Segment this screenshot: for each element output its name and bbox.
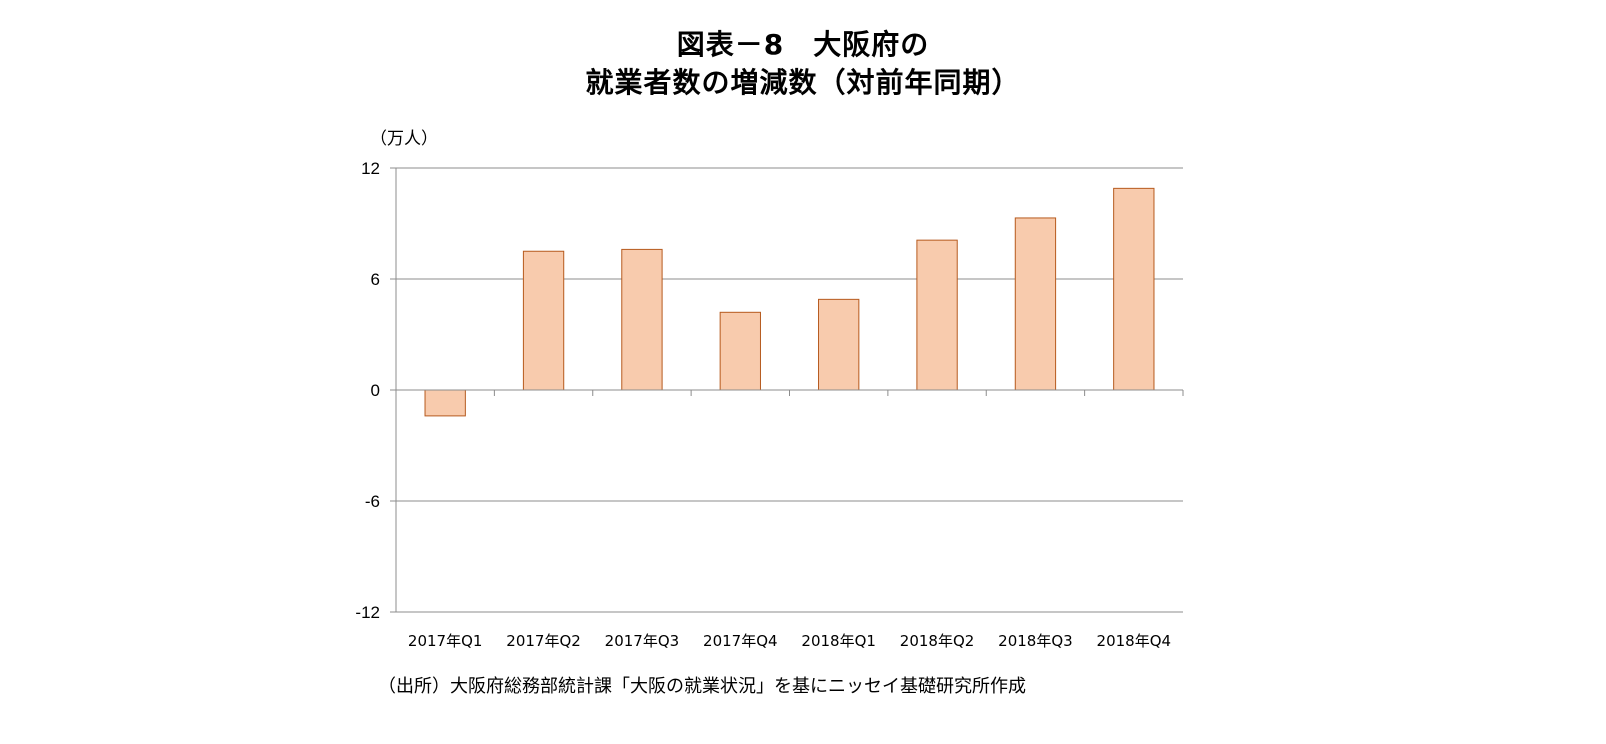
x-category-label: 2018年Q1 xyxy=(801,632,876,650)
y-tick-label: 0 xyxy=(371,381,380,400)
y-tick-label: -6 xyxy=(365,492,380,511)
chart-title: 図表－8 大阪府の 就業者数の増減数（対前年同期） xyxy=(0,26,1606,102)
y-axis-unit-label: （万人） xyxy=(370,129,438,149)
x-category-label: 2018年Q4 xyxy=(1097,632,1172,650)
y-tick-label: 12 xyxy=(361,159,380,178)
bar xyxy=(719,311,761,391)
bar xyxy=(818,298,860,391)
y-tick-label: 6 xyxy=(371,270,380,289)
x-category-label: 2018年Q3 xyxy=(998,632,1073,650)
x-category-label: 2017年Q3 xyxy=(605,632,680,650)
x-category-label: 2017年Q2 xyxy=(506,632,581,650)
bar xyxy=(1014,217,1057,391)
x-category-label: 2018年Q2 xyxy=(900,632,975,650)
source-note: （出所）大阪府総務部統計課「大阪の就業状況」を基にニッセイ基礎研究所作成 xyxy=(378,676,1026,697)
chart-title-line-2: 就業者数の増減数（対前年同期） xyxy=(585,66,1021,99)
x-category-label: 2017年Q4 xyxy=(703,632,778,650)
bar xyxy=(522,250,565,391)
bar xyxy=(1113,187,1155,391)
chart-title-line-1: 図表－8 大阪府の xyxy=(676,28,930,61)
bar xyxy=(621,248,663,391)
y-tick-label: -12 xyxy=(355,603,380,622)
bar xyxy=(916,239,958,391)
bar xyxy=(424,389,466,417)
x-category-label: 2017年Q1 xyxy=(408,632,483,650)
